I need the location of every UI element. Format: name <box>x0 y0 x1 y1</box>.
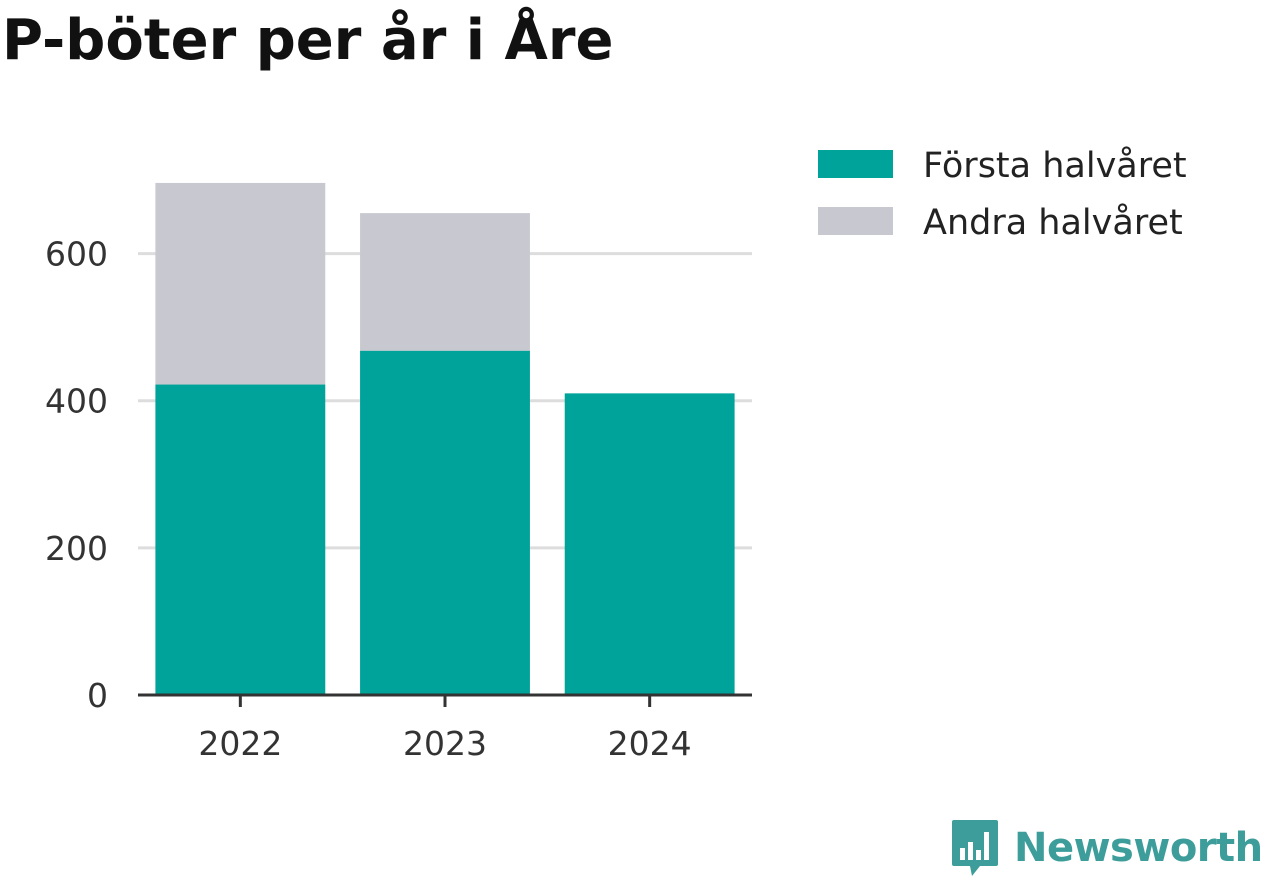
x-tick-label: 2022 <box>198 724 282 763</box>
legend: Första halvåret Andra halvåret <box>818 145 1187 243</box>
y-tick-label: 0 <box>87 676 108 715</box>
y-tick-label: 400 <box>45 382 108 421</box>
legend-label: Andra halvåret <box>923 202 1183 243</box>
x-tick-label: 2024 <box>608 724 692 763</box>
bar-andra-halvåret-2023 <box>360 213 530 351</box>
chart-title: P-böter per år i Åre <box>2 8 614 73</box>
axes: 0 200 400 600 2022 2023 2024 <box>45 235 752 763</box>
bar-chart: 0 200 400 600 2022 2023 2024 Första halvåret An… <box>45 145 1187 763</box>
legend-swatch <box>818 150 893 178</box>
newsworthy-logo-text: Newsworthy <box>1014 825 1262 871</box>
bar-första-halvåret-2022 <box>155 384 326 695</box>
bar-första-halvåret-2024 <box>564 393 735 695</box>
y-tick-label: 200 <box>45 529 108 568</box>
bar-första-halvåret-2023 <box>360 350 530 695</box>
bar-andra-halvåret-2022 <box>155 182 326 385</box>
legend-label: Första halvåret <box>923 145 1187 186</box>
legend-swatch <box>818 207 893 235</box>
bars <box>155 182 735 695</box>
y-tick-label: 600 <box>45 235 108 274</box>
newsworthy-logo-icon <box>952 820 998 876</box>
x-tick-label: 2023 <box>403 724 487 763</box>
newsworthy-logo: Newsworthy <box>950 818 1262 878</box>
